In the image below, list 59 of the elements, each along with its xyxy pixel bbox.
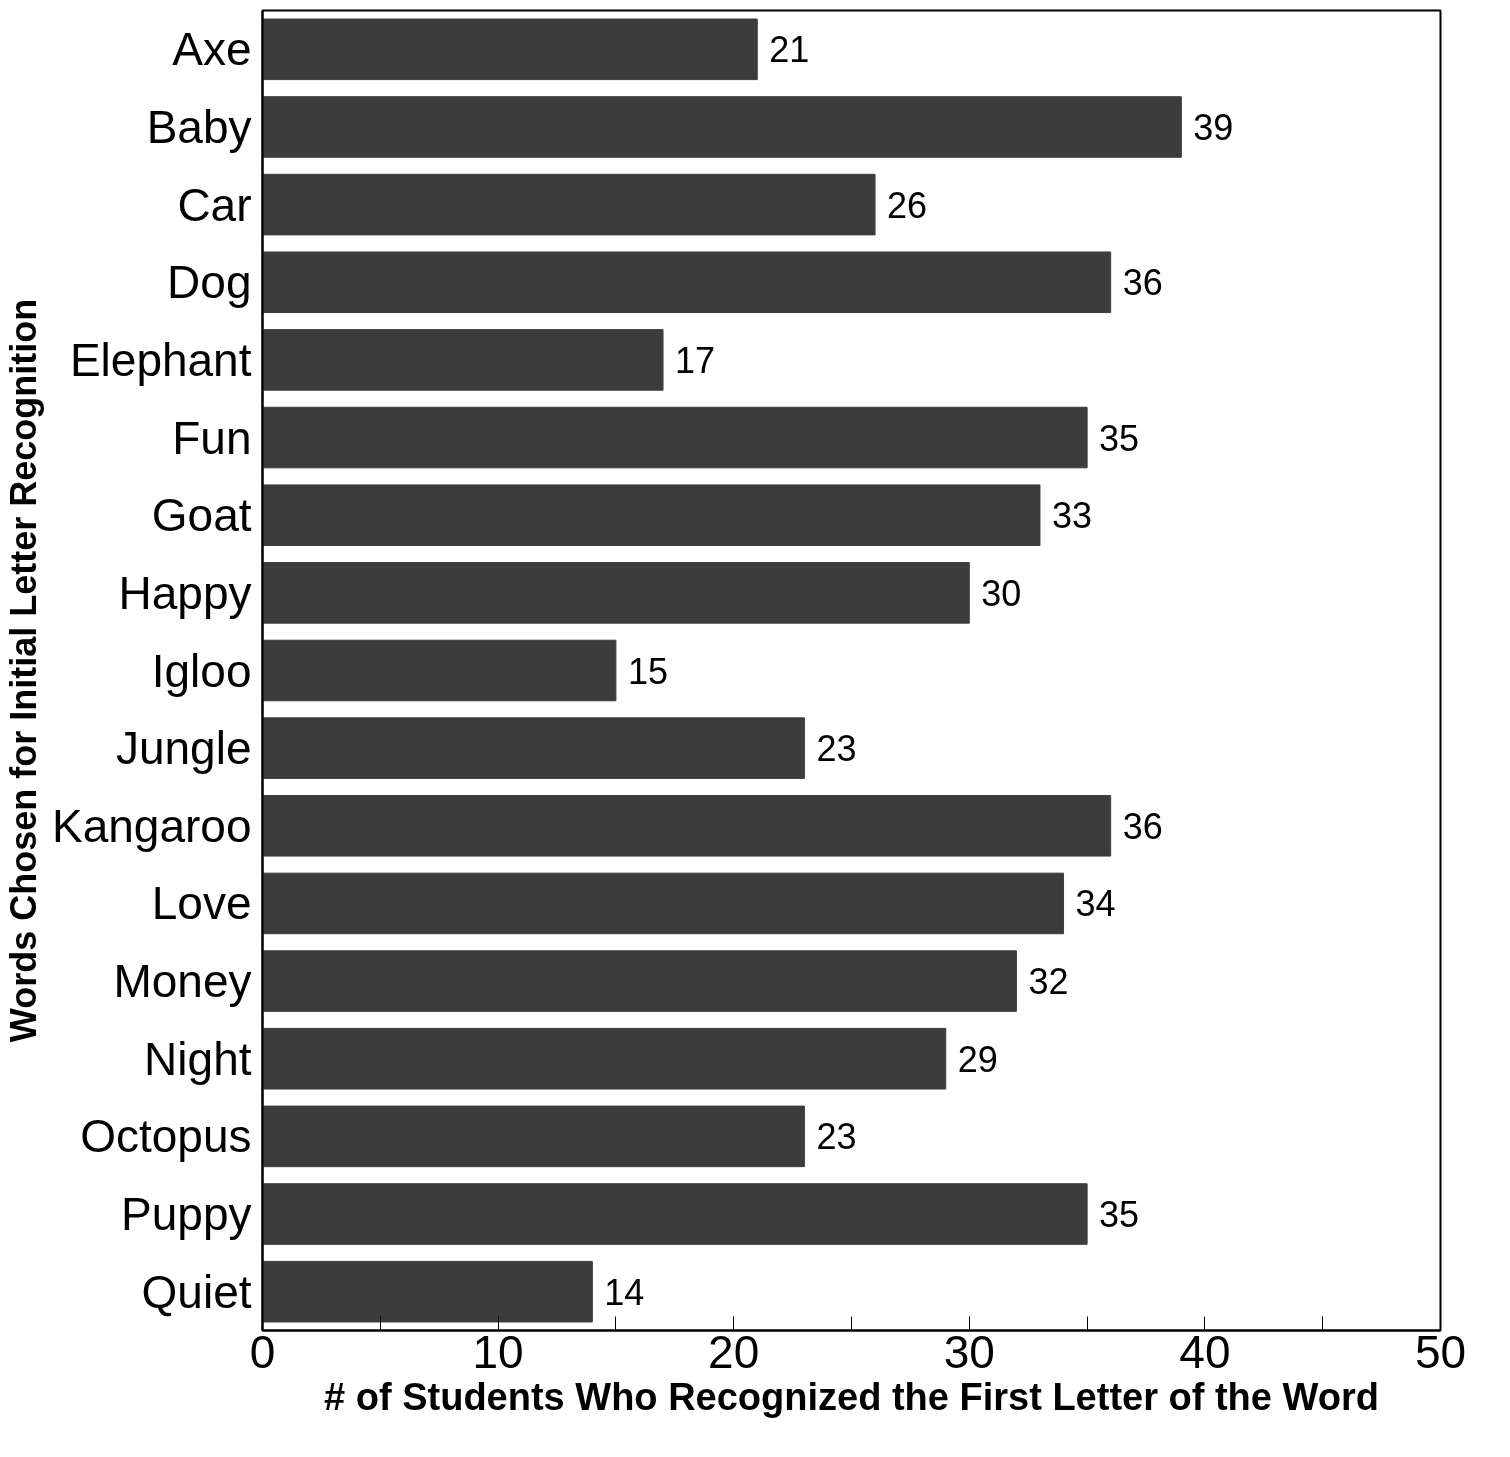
bar (262, 1183, 1088, 1245)
data-label: 34 (1075, 883, 1116, 925)
y-tick-label: Goat (151, 489, 252, 542)
y-tick-label: Igloo (151, 644, 252, 697)
bar (262, 1105, 805, 1168)
data-label: 23 (816, 1116, 857, 1158)
y-tick-label: Night (144, 1032, 252, 1085)
bar (262, 1027, 947, 1090)
data-label: 15 (627, 650, 668, 692)
bar (262, 484, 1041, 546)
y-tick-label: Baby (146, 100, 252, 153)
y-tick-label: Happy (118, 566, 252, 619)
bar (262, 639, 617, 702)
data-label: 35 (1099, 1194, 1140, 1236)
data-label: 29 (957, 1038, 998, 1080)
bar (262, 950, 1017, 1012)
x-tick-label: 20 (708, 1325, 760, 1378)
data-label: 39 (1193, 106, 1234, 148)
bar (262, 562, 970, 624)
data-label: 14 (604, 1271, 645, 1313)
x-tick-label: 50 (1414, 1325, 1467, 1378)
y-tick-label: Quiet (141, 1265, 252, 1318)
y-axis-title: Words Chosen for Initial Letter Recognition (3, 298, 44, 1043)
x-tick-label: 30 (943, 1325, 995, 1378)
bar (262, 872, 1065, 935)
y-tick-label: Fun (172, 411, 252, 464)
x-tick-label: 0 (249, 1325, 276, 1378)
y-tick-label: Car (177, 178, 252, 231)
data-label: 21 (769, 29, 810, 71)
data-label: 36 (1122, 262, 1163, 304)
data-label: 35 (1099, 417, 1140, 459)
y-tick-label: Elephant (69, 333, 252, 386)
bar (262, 717, 805, 779)
bar (262, 406, 1088, 469)
y-tick-label: Money (113, 955, 252, 1008)
data-label: 36 (1122, 805, 1163, 847)
bar (262, 1260, 593, 1323)
bar (262, 96, 1182, 158)
y-tick-label: Octopus (80, 1110, 252, 1163)
bar (262, 18, 758, 81)
data-label: 32 (1028, 961, 1069, 1003)
data-label: 17 (675, 339, 716, 381)
y-tick-label: Kangaroo (52, 799, 252, 852)
y-tick-label: Puppy (121, 1188, 252, 1241)
y-tick-label: Dog (167, 256, 252, 309)
x-axis-title: # of Students Who Recognized the First Letter of the Word (324, 1375, 1379, 1418)
x-tick-label: 10 (472, 1325, 524, 1378)
bar (262, 795, 1112, 857)
y-tick-label: Jungle (115, 722, 252, 775)
data-label: 33 (1051, 495, 1093, 537)
y-tick-label: Love (151, 877, 252, 930)
bar (262, 173, 876, 236)
data-label: 30 (981, 572, 1022, 614)
y-tick-label: Axe (172, 23, 252, 76)
bar (262, 251, 1112, 314)
bar (262, 329, 664, 391)
data-label: 23 (816, 728, 857, 770)
x-tick-label: 40 (1179, 1325, 1231, 1378)
data-label: 26 (887, 184, 928, 226)
